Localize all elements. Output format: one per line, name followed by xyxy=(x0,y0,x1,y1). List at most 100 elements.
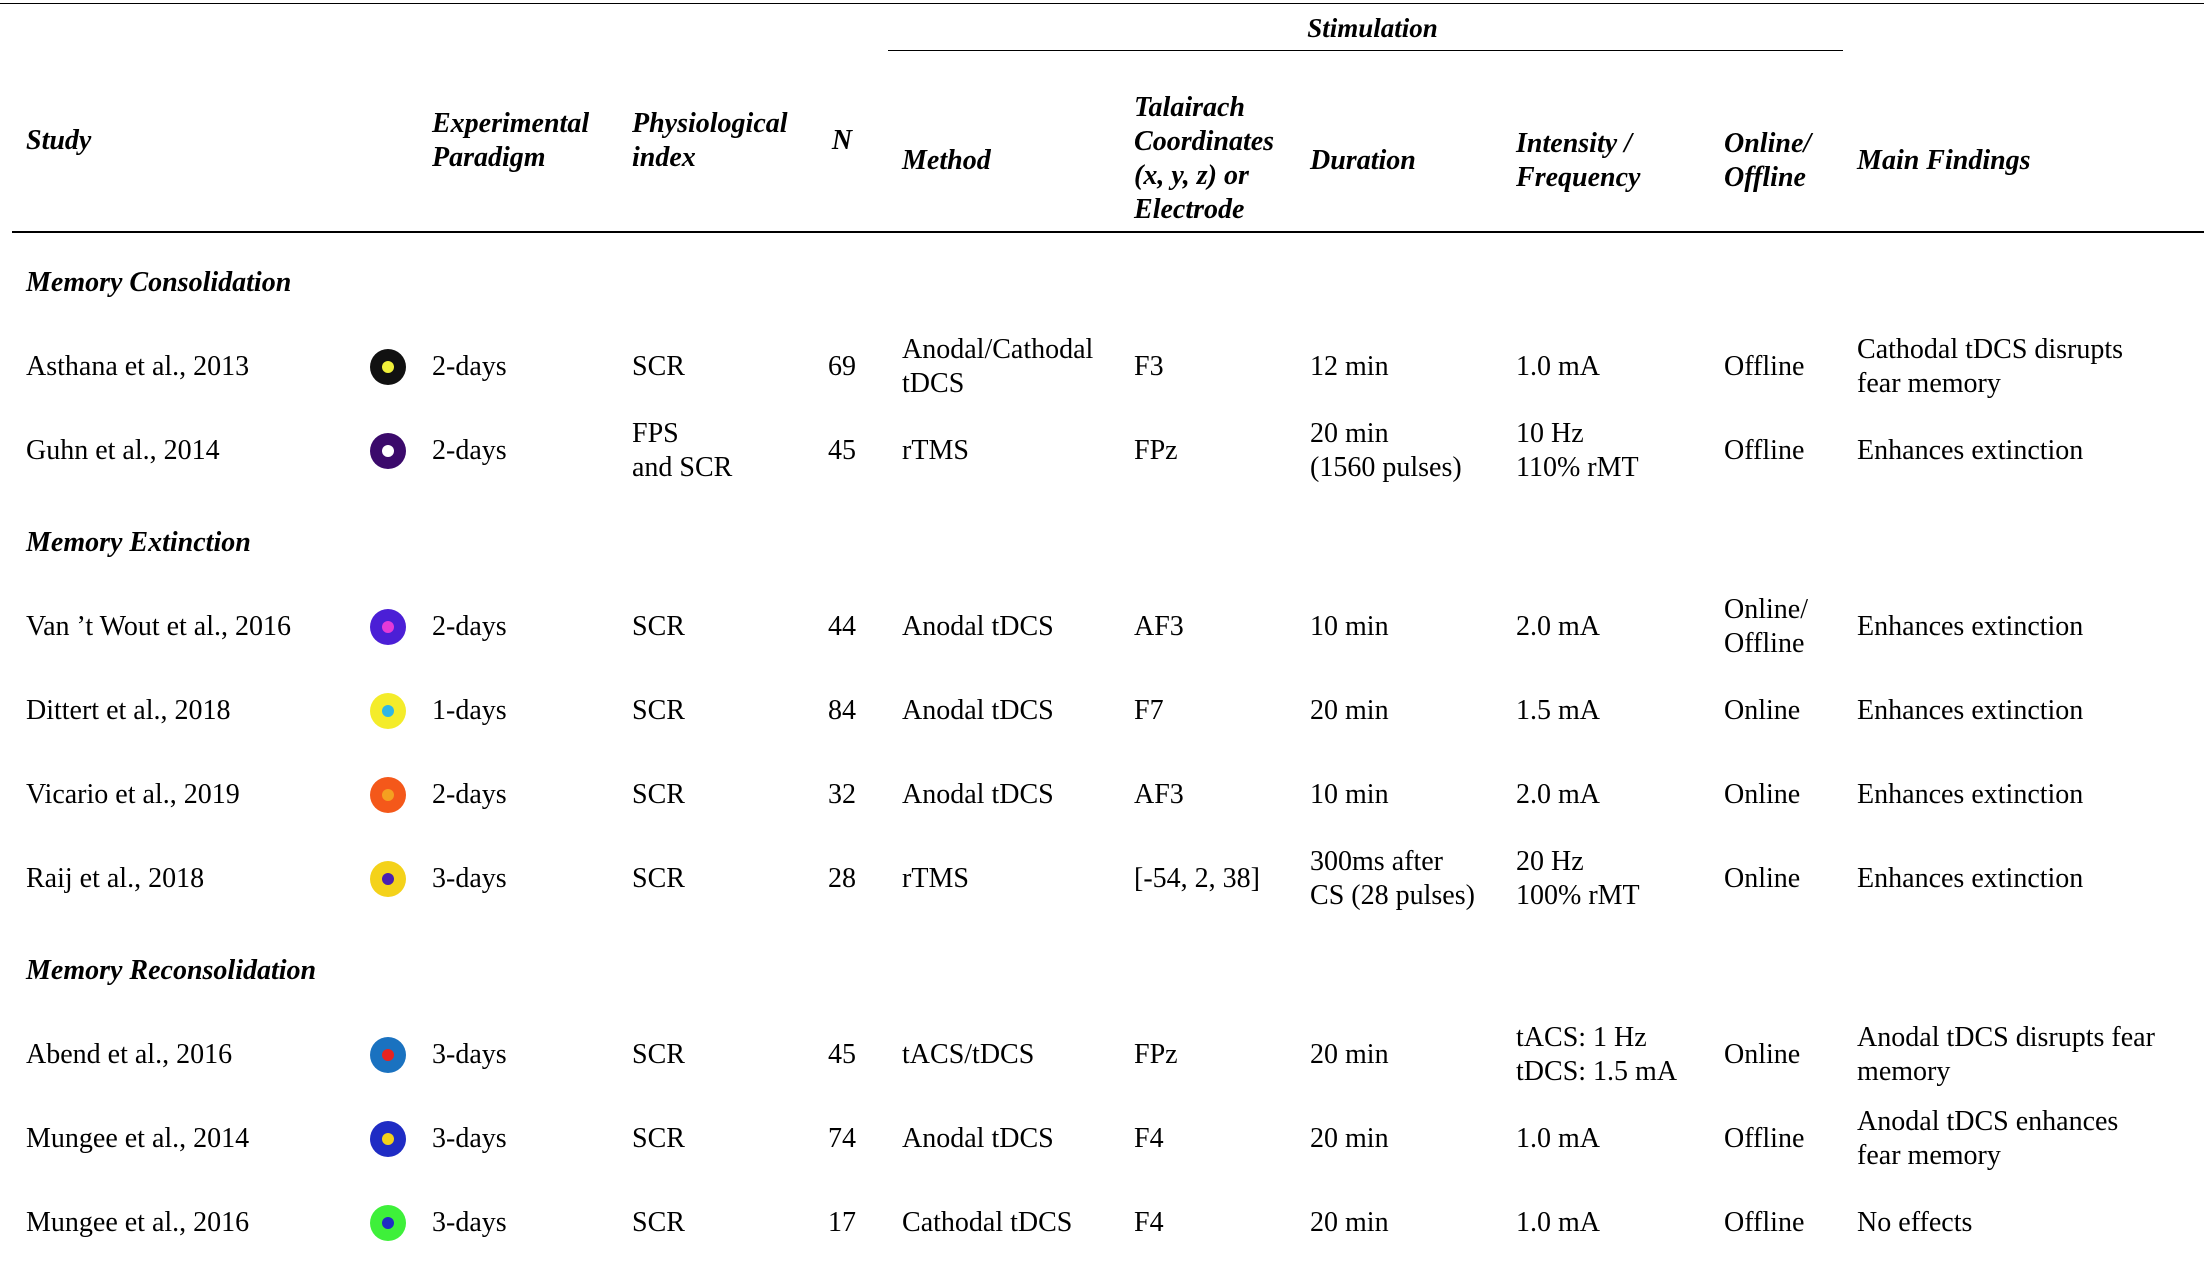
duration-value: 20 min xyxy=(1310,1207,1389,1238)
duration-value: 10 min xyxy=(1310,611,1389,642)
marker-cell xyxy=(358,669,418,753)
index-value: SCR xyxy=(632,611,685,642)
intensity-cell: 10 Hz 110% rMT xyxy=(1502,409,1710,493)
coords-value: FPz xyxy=(1134,435,1178,466)
n-value: 17 xyxy=(828,1207,856,1238)
online-value: Online xyxy=(1724,779,1801,810)
duration-cell: 20 min (1560 pulses) xyxy=(1296,409,1502,493)
study-marker-icon xyxy=(370,861,406,898)
study-name: Raij et al., 2018 xyxy=(26,863,205,894)
intensity-value: 1.0 mA xyxy=(1516,351,1601,382)
marker-cell xyxy=(358,837,418,921)
n-cell: 32 xyxy=(796,753,888,837)
study-marker-center xyxy=(382,1049,394,1062)
header-duration: Duration xyxy=(1296,50,1503,233)
method-value: Anodal tDCS xyxy=(902,779,1054,810)
duration-cell: 300ms after CS (28 pulses) xyxy=(1296,837,1502,921)
header-row: Study Experimental Paradigm Physiologica… xyxy=(12,50,2204,233)
index-cell: SCR xyxy=(618,1097,796,1181)
intensity-cell: 2.0 mA xyxy=(1502,753,1710,837)
study-cell: Vicario et al., 2019 xyxy=(12,753,358,837)
header-intensity: Intensity / Frequency xyxy=(1502,50,1711,233)
intensity-value: 1.5 mA xyxy=(1516,695,1601,726)
study-cell: Guhn et al., 2014 xyxy=(12,409,358,493)
paradigm-cell: 2-days xyxy=(418,585,618,669)
index-value: SCR xyxy=(632,863,685,894)
online-cell: Online xyxy=(1710,1013,1843,1097)
findings-value: Anodal tDCS disrupts fear memory xyxy=(1857,1022,2155,1087)
online-value: Online xyxy=(1724,863,1801,894)
online-cell: Online/ Offline xyxy=(1710,585,1843,669)
paradigm-cell: 3-days xyxy=(418,1181,618,1265)
duration-cell: 20 min xyxy=(1296,669,1502,753)
coords-value: AF3 xyxy=(1134,611,1184,642)
findings-value: Enhances extinction xyxy=(1857,863,2084,894)
online-value: Offline xyxy=(1724,435,1805,466)
study-marker-icon xyxy=(370,609,406,646)
intensity-cell: 1.0 mA xyxy=(1502,325,1710,409)
paradigm-cell: 2-days xyxy=(418,325,618,409)
study-marker-center xyxy=(382,445,394,458)
online-cell: Online xyxy=(1710,669,1843,753)
paradigm-value: 1-days xyxy=(432,695,507,726)
study-name: Guhn et al., 2014 xyxy=(26,435,220,466)
coords-cell: AF3 xyxy=(1120,585,1296,669)
marker-cell xyxy=(358,409,418,493)
study-marker-icon xyxy=(370,1037,406,1074)
study-cell: Asthana et al., 2013 xyxy=(12,325,358,409)
duration-value: 20 min xyxy=(1310,1039,1389,1070)
duration-cell: 20 min xyxy=(1296,1097,1502,1181)
index-cell: SCR xyxy=(618,753,796,837)
marker-cell xyxy=(358,585,418,669)
index-cell: SCR xyxy=(618,325,796,409)
findings-value: Anodal tDCS enhances fear memory xyxy=(1857,1106,2119,1171)
online-value: Online xyxy=(1724,1039,1801,1070)
n-cell: 45 xyxy=(796,409,888,493)
section-title: Memory Consolidation xyxy=(26,267,292,298)
intensity-cell: 20 Hz 100% rMT xyxy=(1502,837,1710,921)
method-cell: Anodal tDCS xyxy=(888,585,1120,669)
method-value: Anodal tDCS xyxy=(902,611,1054,642)
intensity-value: 10 Hz 110% rMT xyxy=(1516,418,1639,483)
study-marker-center xyxy=(382,361,394,374)
method-cell: rTMS xyxy=(888,409,1120,493)
study-cell: Van ’t Wout et al., 2016 xyxy=(12,585,358,669)
study-marker-center xyxy=(382,1217,394,1230)
study-marker-center xyxy=(382,1133,394,1146)
section-title: Memory Reconsolidation xyxy=(26,955,317,986)
index-value: SCR xyxy=(632,351,685,382)
header-paradigm: Experimental Paradigm xyxy=(418,50,618,233)
paradigm-value: 3-days xyxy=(432,1039,507,1070)
index-cell: FPS and SCR xyxy=(618,409,796,493)
online-value: Offline xyxy=(1724,1207,1805,1238)
intensity-cell: 1.0 mA xyxy=(1502,1181,1710,1265)
method-cell: Anodal tDCS xyxy=(888,1097,1120,1181)
header-method: Method xyxy=(888,50,1121,233)
index-cell: SCR xyxy=(618,837,796,921)
coords-cell: FPz xyxy=(1120,1013,1296,1097)
table-row: Raij et al., 2018 3-days SCR 28 rTMS [-54, 2,… xyxy=(12,837,2204,921)
findings-cell: Anodal tDCS disrupts fear memory xyxy=(1843,1013,2204,1097)
duration-cell: 10 min xyxy=(1296,753,1502,837)
header-study: Study xyxy=(12,50,358,233)
paradigm-cell: 3-days xyxy=(418,837,618,921)
n-value: 32 xyxy=(828,779,856,810)
section-row: Memory Extinction xyxy=(12,493,2204,585)
online-cell: Offline xyxy=(1710,409,1843,493)
study-name: Asthana et al., 2013 xyxy=(26,351,250,382)
table-row: Asthana et al., 2013 2-days SCR 69 Anodal/Ca… xyxy=(12,325,2204,409)
index-value: SCR xyxy=(632,1039,685,1070)
table-row: Vicario et al., 2019 2-days SCR 32 Anodal tD… xyxy=(12,753,2204,837)
duration-value: 300ms after CS (28 pulses) xyxy=(1310,846,1475,911)
index-cell: SCR xyxy=(618,1181,796,1265)
study-marker-icon xyxy=(370,349,406,386)
index-value: SCR xyxy=(632,1207,685,1238)
paradigm-value: 3-days xyxy=(432,863,507,894)
intensity-cell: 1.0 mA xyxy=(1502,1097,1710,1181)
marker-cell xyxy=(358,753,418,837)
stimulation-studies-table: Stimulation Study Experimental Paradigm … xyxy=(12,6,2204,1265)
method-value: rTMS xyxy=(902,435,969,466)
n-cell: 84 xyxy=(796,669,888,753)
table-row: Van ’t Wout et al., 2016 2-days SCR 44 Anoda… xyxy=(12,585,2204,669)
marker-cell xyxy=(358,325,418,409)
